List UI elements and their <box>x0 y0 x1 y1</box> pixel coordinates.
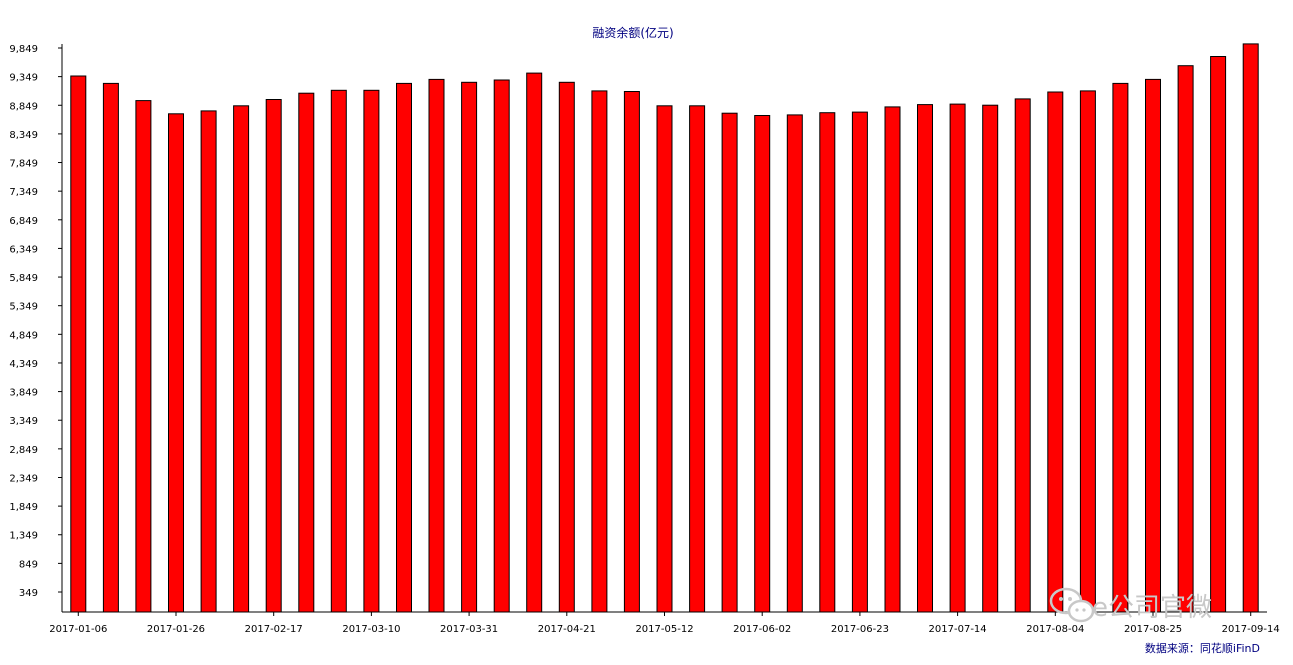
bar <box>102 82 119 613</box>
x-tick-label: 2017-07-14 <box>929 624 987 635</box>
bar <box>1210 56 1227 613</box>
bar <box>819 112 836 613</box>
x-tick-label: 2017-01-06 <box>49 624 107 635</box>
y-axis: 349 849 1,349 1,849 2,349 2,849 3,349 3,849 4,34… <box>9 44 63 612</box>
y-tick-label: 7,849 <box>9 159 38 170</box>
y-tick-label: 4,849 <box>9 330 38 341</box>
y-tick-label: 6,349 <box>9 244 38 255</box>
x-tick-label: 2017-03-31 <box>440 624 498 635</box>
y-tick-label: 2,349 <box>9 473 38 484</box>
bar <box>493 79 510 613</box>
bar <box>1079 90 1096 613</box>
bars <box>70 43 1259 613</box>
wechat-icon <box>1049 587 1095 623</box>
y-tick-label: 1,849 <box>9 502 38 513</box>
bar <box>851 111 868 613</box>
bar <box>428 78 445 613</box>
bar <box>265 99 282 613</box>
y-tick-label: 2,849 <box>9 445 38 456</box>
x-tick-label: 2017-09-14 <box>1222 624 1280 635</box>
bar <box>1047 91 1064 613</box>
data-source: 数据来源：同花顺iFinD <box>1145 641 1260 655</box>
y-tick-label: 6,849 <box>9 216 38 227</box>
x-tick-label: 2017-08-04 <box>1026 624 1084 635</box>
bar <box>1242 43 1259 613</box>
bar <box>721 112 738 613</box>
x-tick-label: 2017-01-26 <box>147 624 205 635</box>
bar <box>591 90 608 613</box>
x-tick-label: 2017-04-21 <box>538 624 596 635</box>
bar <box>200 110 217 613</box>
y-tick-label: 8,849 <box>9 101 38 112</box>
x-tick-label: 2017-03-10 <box>342 624 400 635</box>
bar <box>689 105 706 613</box>
x-tick-label: 2017-02-17 <box>245 624 303 635</box>
chart-title: 融资余额(亿元) <box>592 25 673 40</box>
bar <box>168 113 184 613</box>
y-tick-label: 3,349 <box>9 416 38 427</box>
bar <box>70 75 87 613</box>
watermark: e公司官微 <box>1049 587 1212 623</box>
x-tick-label: 2017-06-23 <box>831 624 889 635</box>
bar <box>135 100 152 613</box>
bar <box>363 89 380 613</box>
y-tick-label: 9,849 <box>9 44 38 55</box>
y-tick-label: 349 <box>19 588 38 599</box>
x-tick-label: 2017-06-02 <box>733 624 791 635</box>
bar <box>1177 65 1194 613</box>
bar <box>623 91 640 613</box>
y-tick-label: 4,349 <box>9 359 38 370</box>
bar <box>558 81 575 613</box>
y-tick-label: 1,349 <box>9 531 38 542</box>
y-tick-label: 5,349 <box>9 302 38 313</box>
bar <box>330 89 347 613</box>
bar <box>526 72 543 613</box>
bar <box>754 115 771 613</box>
x-tick-label: 2017-05-12 <box>635 624 693 635</box>
bar <box>884 106 901 613</box>
bar <box>461 81 478 613</box>
y-tick-label: 9,349 <box>9 73 38 84</box>
bar <box>1145 78 1161 613</box>
bar <box>1112 82 1129 613</box>
bar <box>233 105 250 613</box>
x-tick-label: 2017-08-25 <box>1124 624 1182 635</box>
bar <box>917 104 933 613</box>
bar <box>656 105 673 613</box>
y-tick-label: 8,349 <box>9 130 38 141</box>
watermark-text: e公司官微 <box>1092 593 1212 623</box>
bar <box>949 103 966 613</box>
bar <box>298 92 315 613</box>
y-tick-label: 849 <box>19 559 38 570</box>
bar <box>396 82 412 613</box>
bar <box>1014 98 1031 613</box>
bar <box>786 114 803 613</box>
y-tick-label: 7,349 <box>9 187 38 198</box>
y-tick-label: 3,849 <box>9 388 38 399</box>
y-tick-label: 5,849 <box>9 273 38 284</box>
bar <box>982 104 999 613</box>
